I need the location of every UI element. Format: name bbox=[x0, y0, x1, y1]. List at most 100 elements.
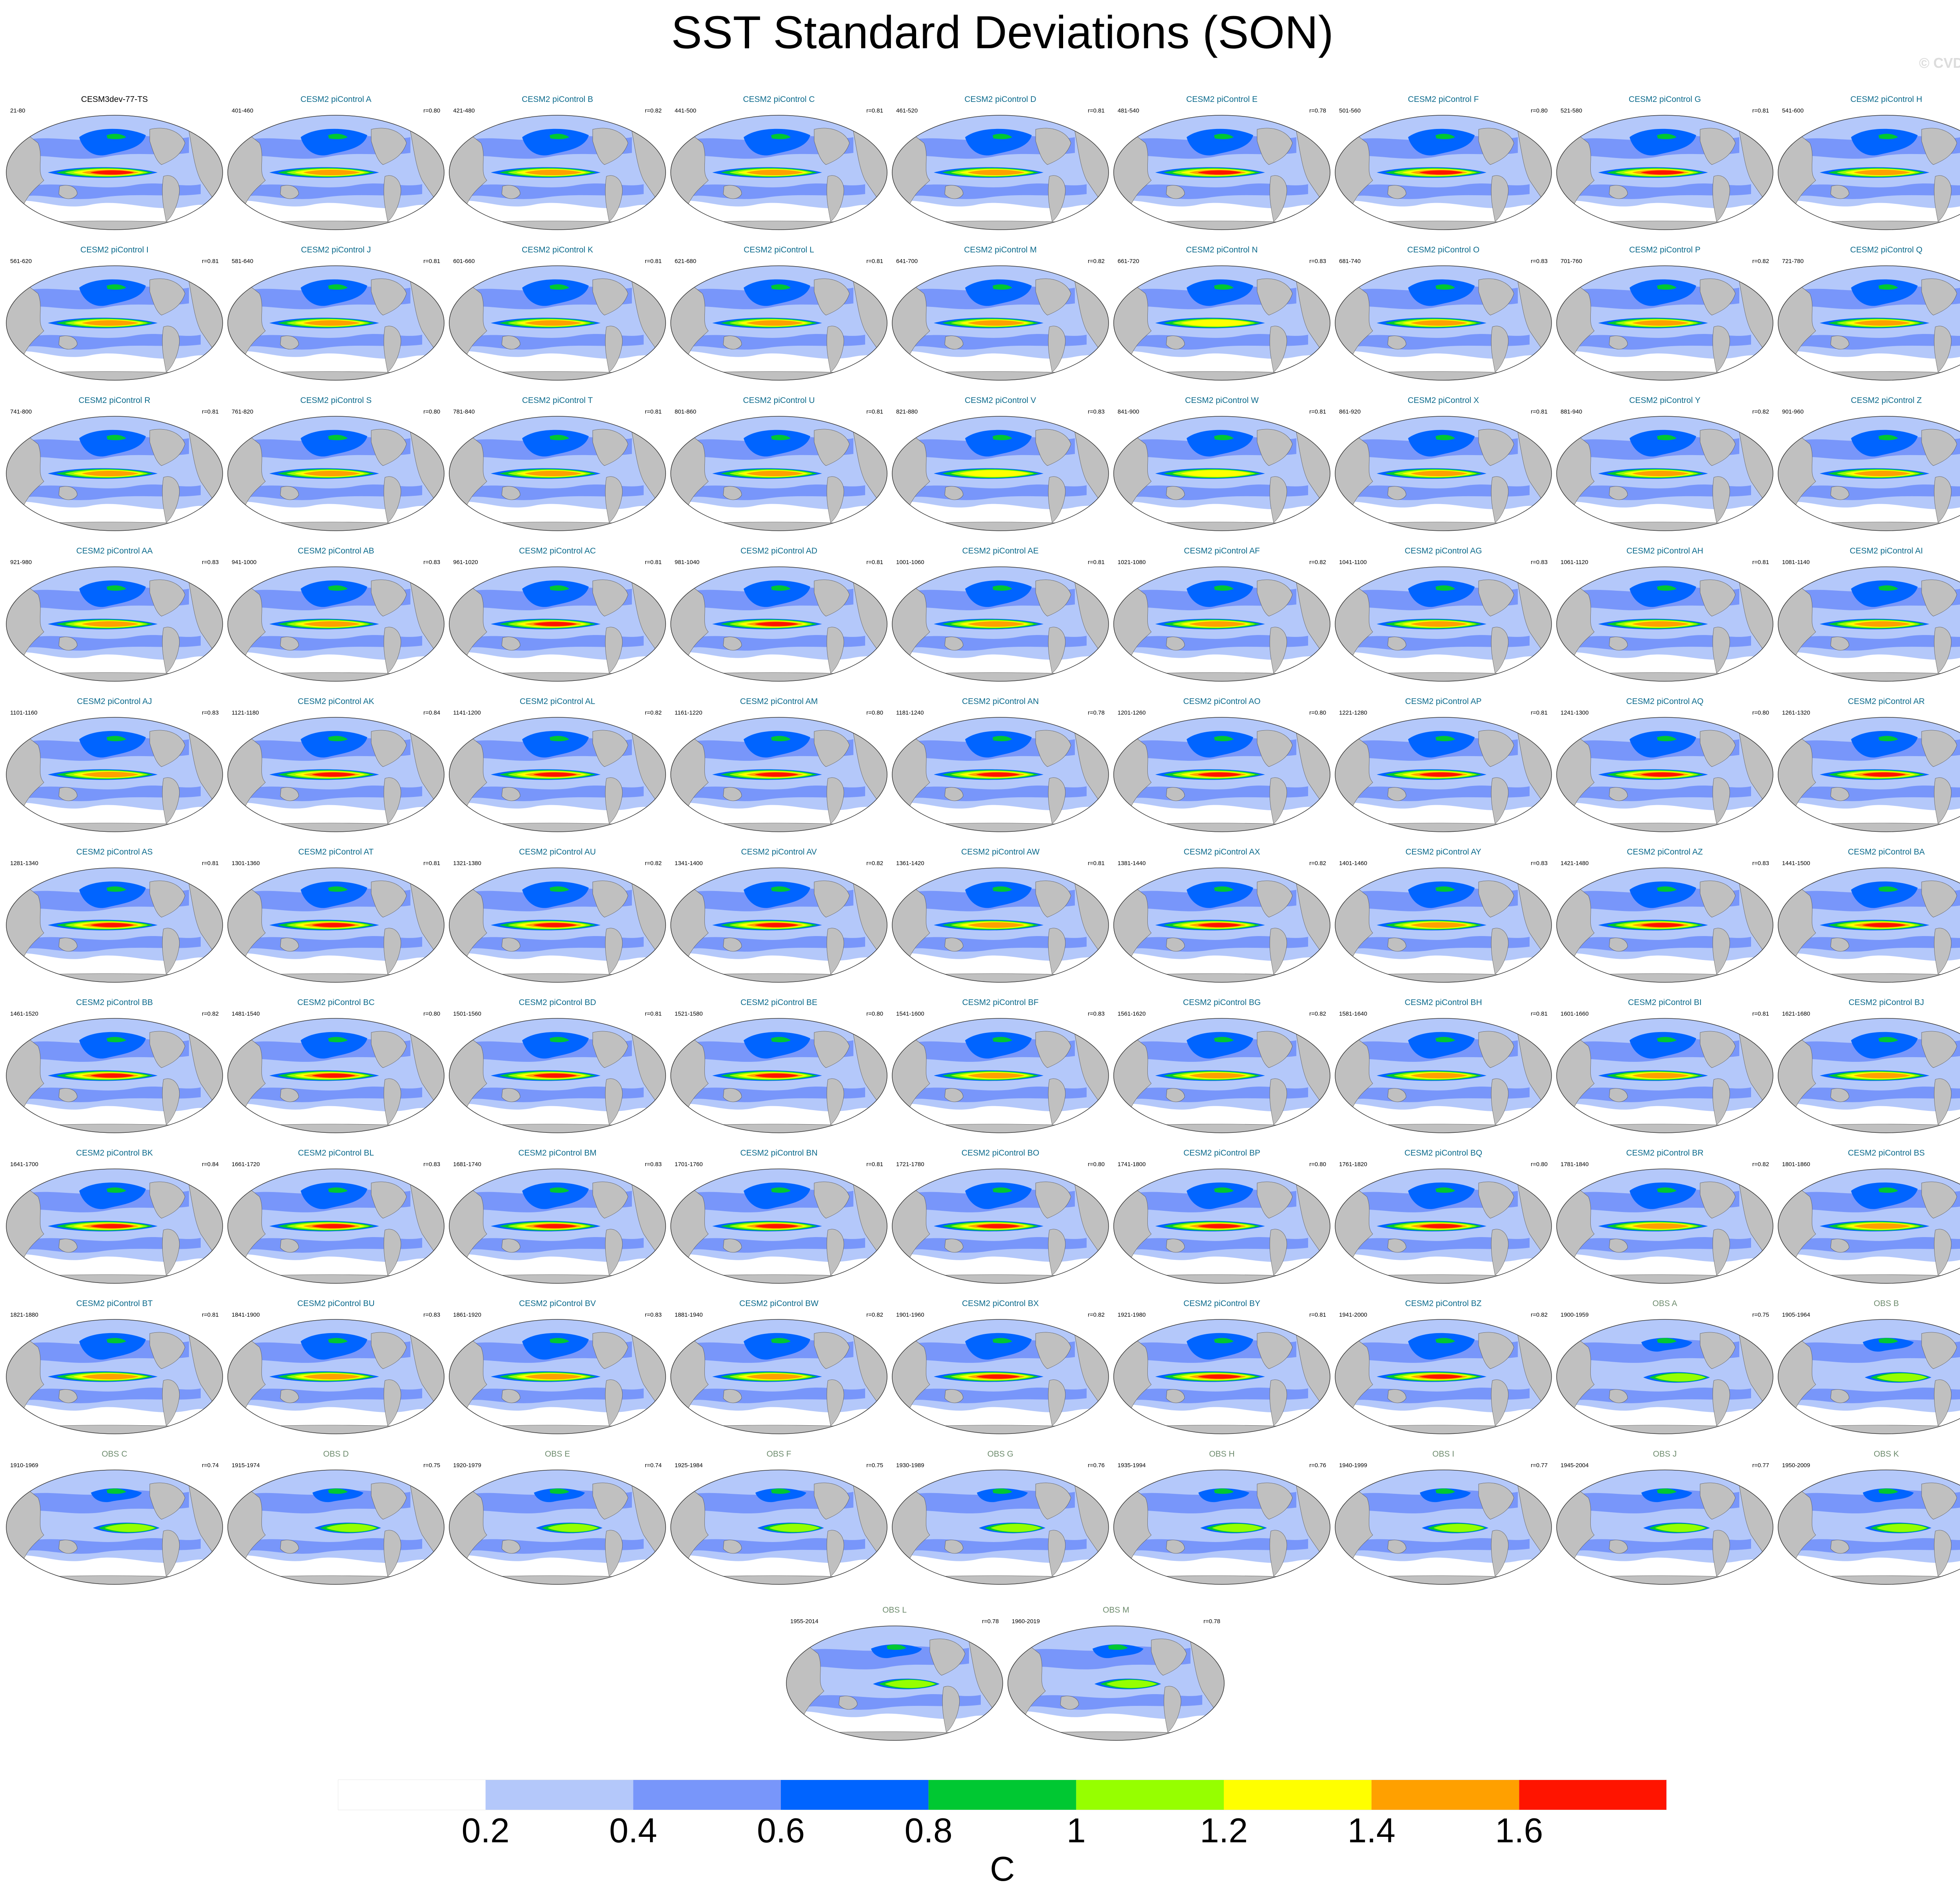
map-outline bbox=[1556, 1470, 1773, 1585]
south-america-landmass bbox=[605, 1229, 623, 1275]
australia-landmass bbox=[1166, 185, 1185, 199]
panel-years: 1381-1440 bbox=[1118, 860, 1146, 867]
north-pacific-variability bbox=[1851, 1182, 1918, 1209]
panel-title: CESM2 piControl I bbox=[80, 245, 149, 254]
north-pacific-variability bbox=[1641, 1338, 1692, 1352]
north-pacific-variability bbox=[79, 1032, 146, 1059]
north-america-landmass bbox=[814, 429, 850, 466]
panel-years: 941-1000 bbox=[232, 559, 257, 566]
kuroshio-peak bbox=[328, 1037, 348, 1042]
map-outline bbox=[1556, 566, 1773, 682]
north-america-landmass bbox=[814, 1332, 850, 1369]
antarctica-landmass bbox=[1778, 1124, 1960, 1133]
map-outline bbox=[449, 867, 666, 983]
panel-years: 21-80 bbox=[10, 107, 25, 114]
panel-years: 621-680 bbox=[675, 258, 697, 265]
south-america-landmass bbox=[826, 326, 844, 372]
australia-landmass bbox=[944, 1088, 964, 1102]
panel-pattern-correlation: r=0.81 bbox=[645, 258, 662, 265]
map-outline bbox=[449, 1470, 666, 1585]
kuroshio-peak bbox=[550, 585, 569, 591]
map-outline bbox=[227, 867, 445, 983]
map-outline bbox=[1778, 1168, 1960, 1284]
north-america-landmass bbox=[1035, 1482, 1071, 1520]
map-panel: OBS C 1910-1969 r=0.74 bbox=[5, 1449, 224, 1596]
north-america-landmass bbox=[814, 1181, 850, 1219]
panel-pattern-correlation: r=0.83 bbox=[645, 1312, 662, 1318]
north-america-landmass bbox=[592, 1482, 628, 1520]
north-america-landmass bbox=[814, 278, 850, 316]
kuroshio-peak bbox=[328, 886, 348, 892]
sst-std-map bbox=[1778, 566, 1960, 682]
south-america-landmass bbox=[1712, 1379, 1730, 1426]
australia-landmass bbox=[501, 787, 521, 801]
map-panel: CESM2 piControl O 681-740 r=0.83 bbox=[1334, 245, 1553, 392]
north-pacific-variability bbox=[1420, 1488, 1471, 1502]
panel-pattern-correlation: r=0.81 bbox=[1309, 1312, 1326, 1318]
panel-pattern-correlation: r=0.80 bbox=[423, 1011, 440, 1017]
sst-std-map bbox=[1113, 1319, 1330, 1434]
panel-years: 1661-1720 bbox=[232, 1161, 260, 1168]
panel-years: 781-840 bbox=[453, 408, 475, 415]
panel-title: CESM2 piControl Z bbox=[1851, 396, 1922, 405]
panel-pattern-correlation: r=0.75 bbox=[423, 1462, 440, 1469]
panel-pattern-correlation: r=0.76 bbox=[1088, 1462, 1105, 1469]
sst-std-map bbox=[1778, 1018, 1960, 1133]
australia-landmass bbox=[501, 1239, 521, 1253]
map-panel: CESM2 piControl AA 921-980 r=0.83 bbox=[5, 546, 224, 693]
north-america-landmass bbox=[1035, 579, 1071, 617]
map-panel: OBS D 1915-1974 r=0.75 bbox=[226, 1449, 446, 1596]
north-america-landmass bbox=[1035, 880, 1071, 918]
australia-landmass bbox=[1830, 787, 1849, 801]
north-pacific-variability bbox=[301, 279, 367, 306]
sst-std-map bbox=[6, 1319, 223, 1434]
north-pacific-variability bbox=[755, 1488, 806, 1502]
australia-landmass bbox=[1609, 1389, 1628, 1403]
sst-std-map bbox=[670, 566, 887, 682]
panel-title: CESM2 piControl S bbox=[300, 396, 372, 405]
north-pacific-variability bbox=[91, 1488, 142, 1502]
panel-title: CESM2 piControl AC bbox=[519, 546, 596, 555]
kuroshio-peak bbox=[550, 1037, 569, 1042]
north-america-landmass bbox=[1700, 429, 1736, 466]
sst-std-map bbox=[1556, 115, 1773, 230]
north-pacific-variability bbox=[301, 129, 367, 156]
colorbar-swatch-3 bbox=[781, 1780, 929, 1810]
australia-landmass bbox=[1830, 185, 1849, 199]
sst-std-map bbox=[6, 1470, 223, 1585]
north-america-landmass bbox=[814, 579, 850, 617]
equatorial-pacific-contour-2 bbox=[1212, 1524, 1263, 1532]
panel-grid: CESM3dev-77-TS 21-80 CESM2 piControl A 401-… bbox=[5, 95, 1960, 1741]
north-pacific-variability bbox=[744, 279, 810, 306]
australia-landmass bbox=[1830, 1088, 1849, 1102]
panel-title: OBS L bbox=[882, 1606, 907, 1615]
map-outline bbox=[6, 1470, 223, 1585]
kuroshio-peak bbox=[550, 1488, 569, 1494]
south-america-landmass bbox=[162, 627, 180, 673]
australia-landmass bbox=[58, 938, 78, 952]
map-panel: CESM2 piControl AP 1221-1280 r=0.81 bbox=[1334, 696, 1553, 843]
north-america-landmass bbox=[929, 1638, 965, 1676]
kuroshio-peak bbox=[328, 1187, 348, 1193]
north-america-landmass bbox=[149, 429, 185, 466]
panel-title: CESM2 piControl AY bbox=[1405, 847, 1481, 856]
map-panel: CESM2 piControl BY 1921-1980 r=0.81 bbox=[1112, 1298, 1332, 1445]
panel-pattern-correlation: r=0.77 bbox=[1531, 1462, 1548, 1469]
sst-std-map bbox=[670, 416, 887, 531]
kuroshio-peak bbox=[107, 134, 126, 139]
north-pacific-variability bbox=[1408, 731, 1475, 758]
map-outline bbox=[1113, 1319, 1330, 1434]
map-outline bbox=[1113, 416, 1330, 531]
north-pacific-variability bbox=[1630, 580, 1696, 607]
panel-pattern-correlation: r=0.80 bbox=[1531, 1161, 1548, 1168]
panel-pattern-correlation: r=0.82 bbox=[645, 709, 662, 716]
equatorial-pacific-contour-4 bbox=[82, 470, 139, 477]
map-panel: CESM2 piControl BW 1881-1940 r=0.82 bbox=[669, 1298, 889, 1445]
north-america-landmass bbox=[1700, 1482, 1736, 1520]
sst-std-map bbox=[1778, 416, 1960, 531]
map-outline bbox=[892, 1319, 1109, 1434]
kuroshio-peak bbox=[550, 1187, 569, 1193]
panel-title: CESM2 piControl K bbox=[521, 245, 593, 254]
south-america-landmass bbox=[1491, 1379, 1509, 1426]
colorbar-tick-label: 1 bbox=[1066, 1811, 1086, 1850]
